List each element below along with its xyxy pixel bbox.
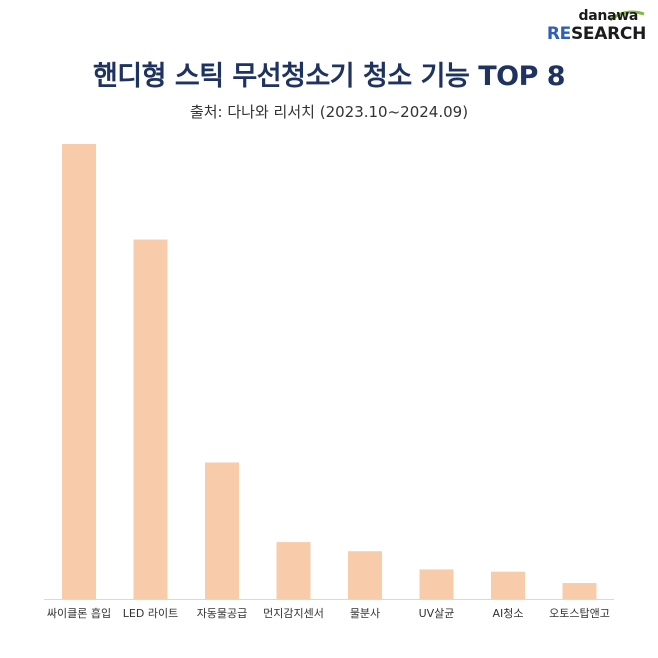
bar-1: [62, 144, 96, 599]
x-tick-label-3: 자동물공급: [197, 607, 248, 620]
chart-subtitle: 출처: 다나와 리서치 (2023.10~2024.09): [189, 103, 469, 121]
x-tick-label-1: 싸이클론 흡입: [47, 606, 111, 620]
logo-re-text: RE: [546, 24, 571, 44]
bar-8: [562, 583, 597, 599]
logo-bottom-text: RESEARCH: [547, 24, 646, 44]
logo-rest-text: SEARCH: [570, 24, 646, 44]
x-tick-label-6: UV살균: [419, 607, 455, 620]
x-tick-label-7: AI청소: [492, 607, 523, 620]
bar-7: [491, 571, 525, 599]
x-tick-label-2: LED 라이트: [123, 607, 178, 620]
danawa-research-logo: danawa RESEARCH: [547, 8, 646, 44]
logo-swoosh-icon: [609, 10, 645, 22]
bar-3: [205, 462, 239, 599]
x-tick-label-5: 물분사: [350, 607, 380, 620]
x-tick-label-4: 먼지감지센서: [263, 607, 324, 620]
logo-top-text: danawa: [578, 8, 639, 24]
chart-title: 핸디형 스틱 무선청소기 청소 기능 TOP 8: [92, 61, 566, 92]
bar-6: [419, 569, 454, 599]
bar-5: [348, 551, 382, 599]
bar-4: [276, 542, 311, 599]
x-tick-label-8: 오토스탑앤고: [549, 607, 610, 620]
bar-2: [133, 239, 168, 600]
